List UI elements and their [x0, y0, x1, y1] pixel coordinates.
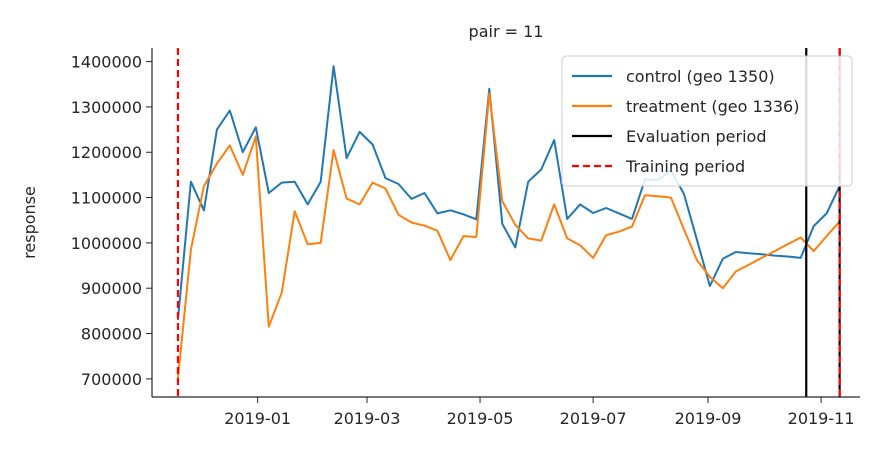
x-axis: 2019-01 2019-03 2019-05 2019-07 2019-09 2019-… [224, 397, 855, 428]
treatment-series-line [176, 92, 841, 380]
series-layer [176, 65, 841, 380]
y-axis: 700000 800000 900000 1000000 1100000 1200000 1… [71, 53, 152, 389]
y-tick-label: 1400000 [71, 53, 142, 72]
x-tick-label: 2019-03 [334, 409, 401, 428]
y-tick-label: 1000000 [71, 234, 142, 253]
y-tick-label: 1200000 [71, 143, 142, 162]
legend-label: Training period [625, 157, 745, 176]
y-tick-label: 1300000 [71, 98, 142, 117]
x-tick-label: 2019-05 [447, 409, 514, 428]
y-tick-label: 700000 [81, 370, 142, 389]
legend-label: control (geo 1350) [626, 67, 775, 86]
x-tick-label: 2019-07 [560, 409, 627, 428]
x-tick-label: 2019-01 [224, 409, 291, 428]
legend-label: treatment (geo 1336) [626, 97, 799, 116]
legend-box [561, 55, 853, 187]
y-tick-label: 1100000 [71, 189, 142, 208]
x-tick-label: 2019-11 [788, 409, 855, 428]
axes-frame [151, 48, 860, 398]
y-axis-title: response [20, 186, 39, 259]
legend: control (geo 1350) treatment (geo 1336) Ev… [561, 55, 853, 187]
control-series-line [176, 65, 841, 320]
y-tick-label: 900000 [81, 279, 142, 298]
chart-title: pair = 11 [469, 22, 544, 41]
x-tick-label: 2019-09 [675, 409, 742, 428]
legend-label: Evaluation period [626, 127, 766, 146]
y-tick-label: 800000 [81, 325, 142, 344]
